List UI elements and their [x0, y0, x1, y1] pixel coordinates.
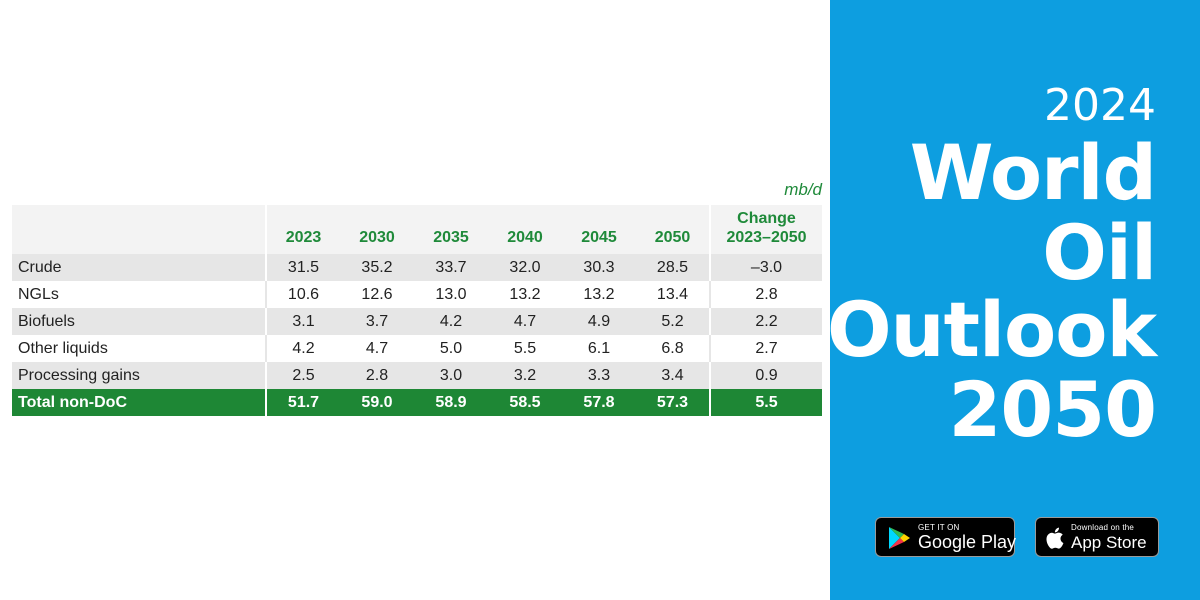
value-cell: 4.7	[488, 308, 562, 335]
promo-year: 2024	[1044, 80, 1156, 131]
value-cell: 13.2	[488, 281, 562, 308]
value-cell: 13.4	[636, 281, 710, 308]
value-cell: 58.5	[488, 389, 562, 416]
promo-title-line: World	[909, 128, 1157, 217]
value-cell: 2.5	[266, 362, 340, 389]
value-cell: 3.3	[562, 362, 636, 389]
value-cell: 6.1	[562, 335, 636, 362]
column-header: 2023	[266, 205, 340, 254]
value-cell: 5.2	[636, 308, 710, 335]
value-cell: 4.2	[414, 308, 488, 335]
value-cell: 3.4	[636, 362, 710, 389]
value-cell: 3.0	[414, 362, 488, 389]
value-cell: 10.6	[266, 281, 340, 308]
change-cell: –3.0	[709, 254, 822, 281]
change-cell: 2.7	[709, 335, 822, 362]
value-cell: 57.3	[636, 389, 710, 416]
change-cell: 2.8	[709, 281, 822, 308]
value-cell: 4.2	[266, 335, 340, 362]
table-header-row: 2023 2030 2035 2040 2045 2050 Change 202…	[12, 205, 822, 254]
column-header: 2050	[636, 205, 710, 254]
value-cell: 5.0	[414, 335, 488, 362]
outlook-promo-panel: 2024 World Oil Outlook 2050	[826, 0, 1200, 600]
promo-title-line: Outlook	[826, 285, 1157, 374]
row-label: Total non-DoC	[12, 389, 267, 416]
app-store-badge[interactable]: Download on the App Store	[1035, 517, 1159, 557]
change-cell: 2.2	[709, 308, 822, 335]
badge-store-name: Google Play	[918, 532, 1017, 552]
value-cell: 51.7	[266, 389, 340, 416]
value-cell: 2.8	[340, 362, 414, 389]
row-label: Other liquids	[12, 335, 267, 362]
google-play-icon	[889, 527, 910, 549]
row-label: NGLs	[12, 281, 267, 308]
value-cell: 35.2	[340, 254, 414, 281]
header-label-cell	[12, 205, 267, 254]
value-cell: 28.5	[636, 254, 710, 281]
unit-label: mb/d	[784, 180, 822, 199]
value-cell: 12.6	[340, 281, 414, 308]
column-header: 2040	[488, 205, 562, 254]
total-row: Total non-DoC 51.7 59.0 58.9 58.5 57.8 5…	[12, 389, 822, 416]
value-cell: 57.8	[562, 389, 636, 416]
value-cell: 5.5	[488, 335, 562, 362]
supply-table: 2023 2030 2035 2040 2045 2050 Change 202…	[12, 205, 822, 416]
table-row: Processing gains 2.5 2.8 3.0 3.2 3.3 3.4…	[12, 362, 822, 389]
value-cell: 30.3	[562, 254, 636, 281]
value-cell: 13.2	[562, 281, 636, 308]
apple-icon	[1046, 527, 1064, 549]
value-cell: 4.9	[562, 308, 636, 335]
row-label: Crude	[12, 254, 267, 281]
table-row: Other liquids 4.2 4.7 5.0 5.5 6.1 6.8 2.…	[12, 335, 822, 362]
value-cell: 3.7	[340, 308, 414, 335]
value-cell: 32.0	[488, 254, 562, 281]
table-row: Biofuels 3.1 3.7 4.2 4.7 4.9 5.2 2.2	[12, 308, 822, 335]
change-header-line: 2023–2050	[726, 229, 807, 246]
value-cell: 33.7	[414, 254, 488, 281]
value-cell: 13.0	[414, 281, 488, 308]
row-label: Processing gains	[12, 362, 267, 389]
change-column-header: Change 2023–2050	[709, 205, 822, 254]
value-cell: 4.7	[340, 335, 414, 362]
value-cell: 31.5	[266, 254, 340, 281]
row-label: Biofuels	[12, 308, 267, 335]
promo-title-line: Oil	[1042, 208, 1157, 297]
value-cell: 3.1	[266, 308, 340, 335]
table-row: Crude 31.5 35.2 33.7 32.0 30.3 28.5 –3.0	[12, 254, 822, 281]
column-header: 2035	[414, 205, 488, 254]
value-cell: 3.2	[488, 362, 562, 389]
value-cell: 58.9	[414, 389, 488, 416]
column-header: 2045	[562, 205, 636, 254]
value-cell: 6.8	[636, 335, 710, 362]
change-header-line: Change	[737, 210, 796, 227]
badge-small-text: GET IT ON	[918, 523, 960, 532]
badge-store-name: App Store	[1071, 533, 1147, 552]
column-header: 2030	[340, 205, 414, 254]
change-cell: 5.5	[709, 389, 822, 416]
promo-title-line: 2050	[948, 365, 1157, 454]
value-cell: 59.0	[340, 389, 414, 416]
table-row: NGLs 10.6 12.6 13.0 13.2 13.2 13.4 2.8	[12, 281, 822, 308]
google-play-badge[interactable]: GET IT ON Google Play	[875, 517, 1017, 557]
change-cell: 0.9	[709, 362, 822, 389]
badge-small-text: Download on the	[1071, 523, 1135, 532]
